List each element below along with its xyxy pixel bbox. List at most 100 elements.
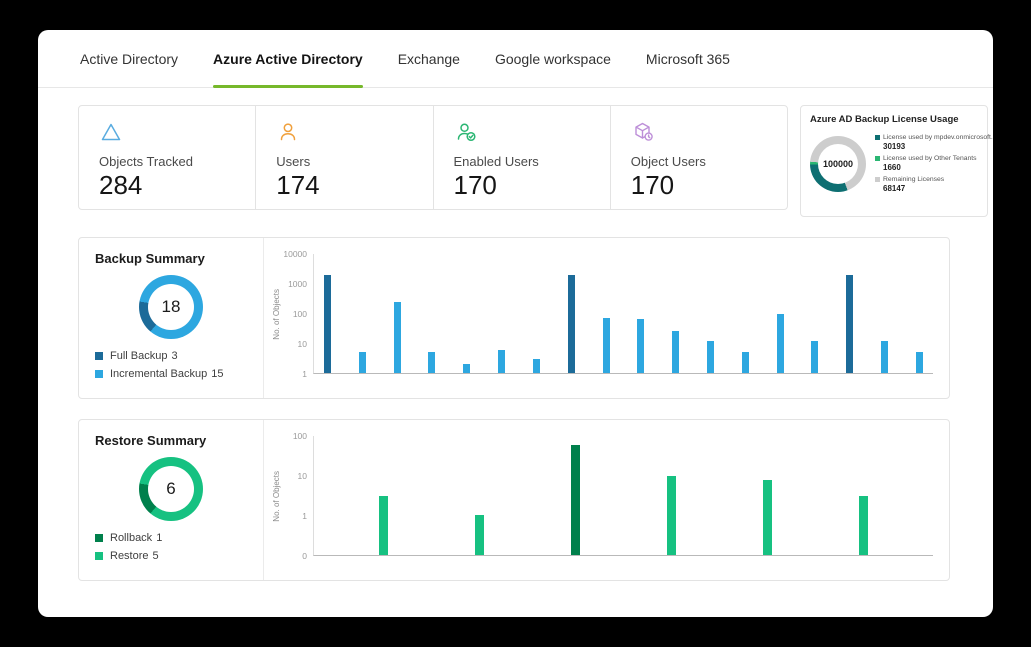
stat-enabled-users: Enabled Users 170: [434, 106, 611, 209]
stat-label: Object Users: [630, 154, 706, 169]
chart-bar: [858, 496, 868, 555]
backup-legend: Full Backup 3 Incremental Backup 15: [95, 350, 247, 380]
legend-label: License used by mpdev.onmicrosoft.com: [883, 134, 993, 141]
restore-total: 6: [166, 479, 176, 498]
chart-bar: [358, 352, 366, 373]
legend-item: Restore 5: [95, 550, 247, 562]
tab-microsoft-365[interactable]: Microsoft 365: [645, 50, 730, 67]
y-axis-tick: 100: [292, 309, 307, 319]
plot-wrap: 10000 1000 100 10 1: [281, 249, 933, 379]
tab-active-directory[interactable]: Active Directory: [80, 50, 179, 67]
bars-container: [314, 436, 933, 555]
restore-donut-chart: 6: [139, 457, 203, 521]
legend-label: License used by Other Tenants: [883, 155, 977, 162]
bars-container: [314, 254, 933, 373]
dashboard-card: Active Directory Azure Active Directory …: [38, 30, 993, 617]
stat-users: Users 174: [256, 106, 434, 209]
legend-value: 68147: [883, 184, 906, 193]
legend-swatch: [875, 135, 880, 140]
chart-bar: [379, 496, 389, 555]
tab-google-workspace[interactable]: Google workspace: [494, 50, 611, 67]
license-card-body: 100000 License used by mpdev.onmicrosoft…: [810, 134, 993, 193]
y-axis: 100 10 1 0: [281, 431, 313, 561]
chart-bar: [741, 352, 749, 373]
tab-exchange[interactable]: Exchange: [397, 50, 460, 67]
restore-summary-card: Restore Summary 6 Rollback 1 Restore 5 No.…: [78, 419, 950, 581]
chart-bar: [811, 340, 819, 373]
chart-bar: [567, 274, 575, 373]
backup-donut-chart: 18: [139, 275, 203, 339]
users-icon: [276, 120, 412, 146]
plot-area: [313, 254, 933, 374]
plot-wrap: 100 10 1 0: [281, 431, 933, 561]
stats-row: Objects Tracked 284 Users 174 Enabled Us…: [38, 88, 993, 217]
chart-bar: [571, 444, 581, 555]
legend-swatch: [95, 552, 103, 560]
stat-label: Objects Tracked: [99, 154, 193, 169]
legend-value: 30193: [883, 142, 906, 151]
chart-bar: [428, 352, 436, 373]
stat-label: Enabled Users: [453, 154, 539, 169]
legend-swatch: [95, 534, 103, 542]
chart-bar: [776, 313, 784, 373]
backup-summary-left-panel: Backup Summary 18 Full Backup 3 Increment…: [79, 238, 264, 398]
chart-bar: [532, 358, 540, 373]
legend-item: Full Backup 3: [95, 350, 247, 362]
legend-value: 1660: [883, 163, 901, 172]
stat-value: 170: [630, 170, 675, 200]
legend-item: License used by Other Tenants 1660: [875, 155, 993, 172]
chart-bar: [706, 340, 714, 373]
license-total: 100000: [822, 158, 854, 169]
legend-item: License used by mpdev.onmicrosoft.com 30…: [875, 134, 993, 151]
legend-count: 3: [171, 350, 178, 362]
legend-item: Rollback 1: [95, 532, 247, 544]
y-axis-tick: 0: [302, 551, 307, 561]
chart-bar: [846, 274, 854, 373]
chart-bar: [602, 318, 610, 373]
legend-label: Full Backup: [110, 350, 168, 362]
legend-item: Incremental Backup 15: [95, 368, 247, 380]
legend-count: 1: [156, 532, 163, 544]
y-axis-tick: 10: [297, 339, 307, 349]
legend-count: 5: [152, 550, 159, 562]
stat-value: 284: [99, 170, 143, 200]
legend-swatch: [95, 370, 103, 378]
stat-objects-tracked: Objects Tracked 284: [79, 106, 257, 209]
license-usage-card: Azure AD Backup License Usage 100000 Lic…: [800, 105, 993, 217]
chart-bar: [666, 475, 676, 555]
y-axis-tick: 100: [292, 431, 307, 441]
y-axis-tick: 10: [297, 470, 307, 481]
restore-bar-chart: No. of Objects 100 10 1 0: [264, 420, 949, 580]
legend-swatch: [875, 156, 880, 161]
tab-azure-active-directory[interactable]: Azure Active Directory: [213, 30, 363, 88]
stat-object-users: Object Users 170: [611, 106, 787, 209]
legend-label: Remaining Licenses: [883, 176, 945, 183]
license-legend: License used by mpdev.onmicrosoft.com 30…: [875, 134, 993, 193]
restore-summary-left-panel: Restore Summary 6 Rollback 1 Restore 5: [79, 420, 264, 580]
chart-bar: [393, 301, 401, 373]
tab-bar: Active Directory Azure Active Directory …: [38, 30, 993, 88]
legend-count: 15: [211, 368, 224, 380]
license-card-title: Azure AD Backup License Usage: [810, 114, 959, 125]
chart-bar: [475, 515, 485, 555]
chart-bar: [637, 319, 645, 373]
y-axis-tick: 1: [302, 369, 307, 379]
chart-bar: [498, 349, 506, 373]
chart-bar: [762, 479, 772, 555]
stats-summary-group: Objects Tracked 284 Users 174 Enabled Us…: [78, 105, 788, 210]
y-axis: 10000 1000 100 10 1: [281, 249, 313, 379]
legend-swatch: [875, 177, 880, 182]
chart-bar: [463, 364, 471, 373]
chart-bar: [881, 340, 888, 373]
y-axis-tick: 1: [302, 510, 307, 521]
restore-summary-title: Restore Summary: [95, 433, 207, 448]
stat-label: Users: [276, 154, 311, 169]
license-donut-chart: 100000: [810, 135, 866, 192]
legend-item: Remaining Licenses 68147: [875, 176, 993, 193]
backup-summary-card: Backup Summary 18 Full Backup 3 Increment…: [78, 237, 950, 399]
plot-area: [313, 436, 933, 556]
legend-swatch: [95, 352, 103, 360]
y-axis-tick: 10000: [283, 249, 307, 259]
y-axis-label: No. of Objects: [272, 470, 281, 522]
restore-legend: Rollback 1 Restore 5: [95, 532, 247, 562]
